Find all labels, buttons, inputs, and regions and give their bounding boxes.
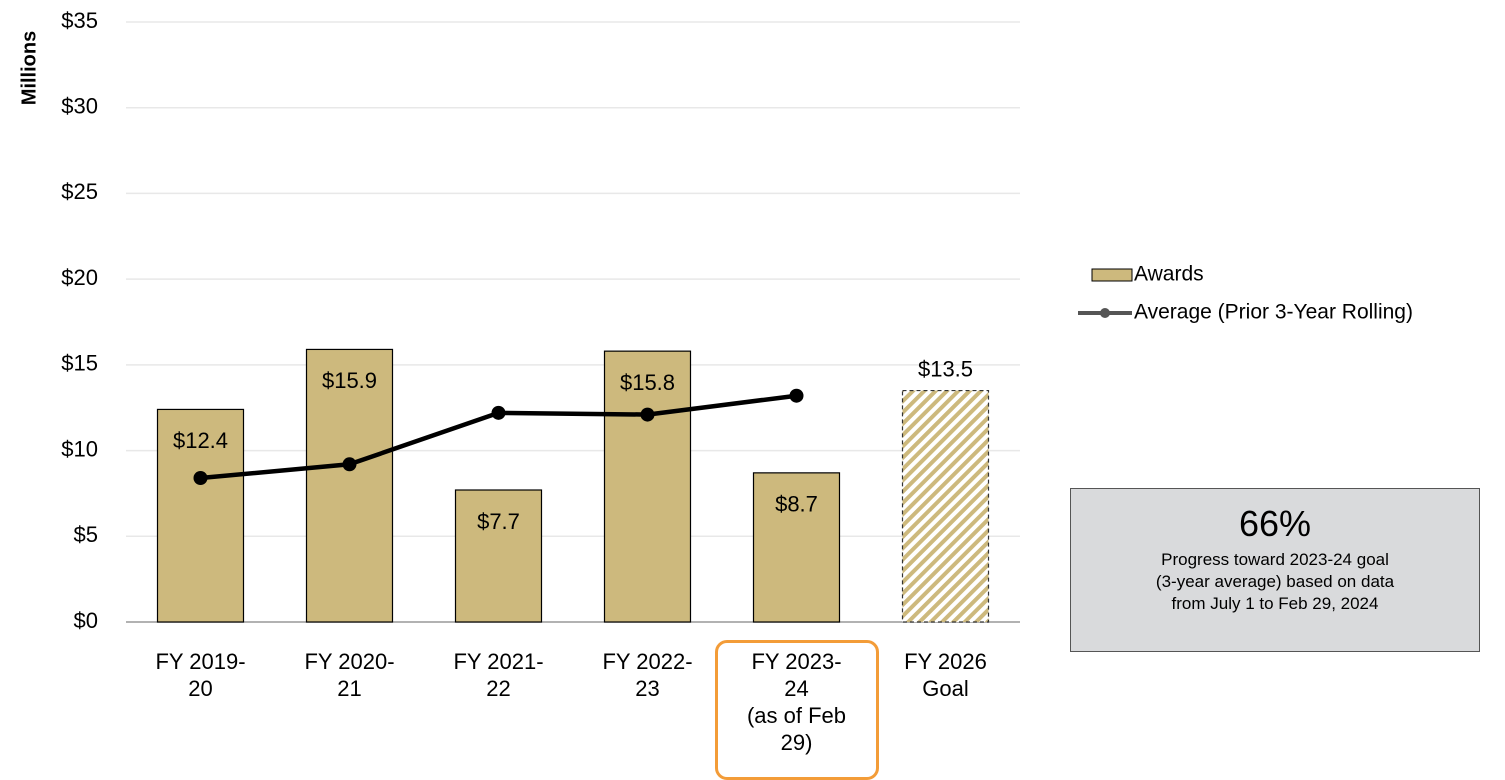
- data-label: $7.7: [477, 509, 520, 534]
- y-tick-label: $30: [61, 94, 98, 119]
- data-label: $8.7: [775, 492, 818, 517]
- annotation-value: 66%: [1238, 503, 1312, 544]
- line-point: [193, 471, 208, 485]
- data-label: $13.5: [918, 356, 973, 381]
- data-label: $12.4: [173, 428, 228, 453]
- x-tick-label: FY 2020- 21: [304, 649, 395, 701]
- y-tick-label: $0: [74, 608, 98, 633]
- data-label: $15.8: [620, 370, 675, 395]
- legend-label: Awards: [1134, 263, 1204, 286]
- line-point: [491, 405, 506, 420]
- bar: [454, 489, 543, 623]
- y-tick-label: $25: [61, 179, 98, 204]
- y-axis-title: Millions: [18, 31, 40, 105]
- x-tick-label: FY 2019- 20: [155, 649, 246, 701]
- bar: [901, 389, 990, 623]
- x-tick-label: FY 2022- 23: [602, 649, 693, 701]
- y-tick-label: $15: [61, 351, 98, 376]
- y-tick-label: $10: [61, 436, 98, 461]
- x-tick-label: FY 2026 Goal: [904, 649, 987, 701]
- line-point: [640, 407, 655, 422]
- legend-swatch: [1091, 268, 1133, 282]
- line-point: [342, 457, 357, 472]
- x-tick-label: FY 2023- 24 (as of Feb 29): [746, 649, 847, 755]
- bar: [156, 408, 245, 623]
- annotation-box: 66% Progress toward 2023-24 goal (3-year…: [1070, 488, 1480, 652]
- y-tick-label: $5: [74, 522, 98, 547]
- annotation-text: Progress toward 2023-24 goal (3-year ave…: [1155, 550, 1395, 613]
- bar: [305, 348, 394, 623]
- x-tick-label: FY 2021- 22: [453, 649, 544, 701]
- legend-swatch: [1100, 308, 1110, 318]
- y-tick-label: $35: [61, 8, 98, 33]
- line-point: [789, 388, 804, 403]
- legend-label: Average (Prior 3-Year Rolling): [1134, 301, 1413, 324]
- y-tick-label: $20: [61, 265, 98, 290]
- highlight-box: [714, 640, 879, 780]
- bar: [752, 472, 841, 623]
- bar: [603, 350, 692, 623]
- data-label: $15.9: [322, 368, 377, 393]
